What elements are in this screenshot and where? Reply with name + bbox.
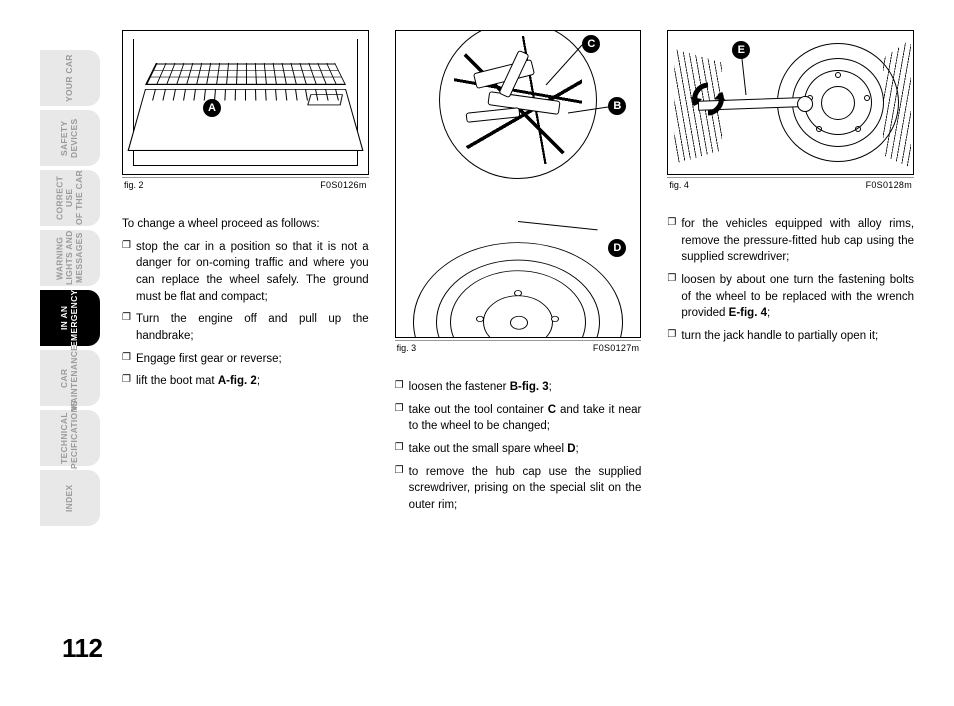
col2-b1-post: ; bbox=[549, 381, 552, 393]
col2-b1-bold: B-fig. 3 bbox=[510, 381, 549, 393]
col2-b3-post: ; bbox=[576, 443, 579, 455]
figure-2-caption: fig. 2 F0S0126m bbox=[122, 177, 369, 200]
col3-b1: for the vehicles equipped with alloy rim… bbox=[667, 216, 914, 266]
figure-4-illustration: E bbox=[667, 30, 914, 175]
fig3-label: fig. 3 bbox=[397, 343, 417, 353]
col2-b3-pre: take out the small spare wheel bbox=[409, 443, 568, 455]
fig4-label: fig. 4 bbox=[669, 180, 689, 190]
column-3: E fig. 4 F0S0128m for the vehicles equip… bbox=[667, 30, 914, 676]
col1-b3: Engage first gear or reverse; bbox=[122, 351, 369, 368]
manual-page: YOUR CAR SAFETYDEVICES CORRECT USEOF THE… bbox=[40, 30, 914, 676]
col3-b3: turn the jack handle to partially open i… bbox=[667, 328, 914, 345]
page-number: 112 bbox=[62, 633, 102, 664]
col1-b2: Turn the engine off and pull up the hand… bbox=[122, 311, 369, 344]
figure-2-illustration: A bbox=[122, 30, 369, 175]
tab-your-car[interactable]: YOUR CAR bbox=[40, 50, 100, 106]
callout-a: A bbox=[203, 99, 221, 117]
col2-b4: to remove the hub cap use the supplied s… bbox=[395, 464, 642, 514]
tab-maintenance[interactable]: CARMAINTENANCE bbox=[40, 350, 100, 406]
col2-b2-pre: take out the tool container bbox=[409, 404, 548, 416]
column-1: A fig. 2 F0S0126m To change a wheel proc… bbox=[122, 30, 369, 676]
col1-b4-post: ; bbox=[257, 375, 260, 387]
callout-d: D bbox=[608, 239, 626, 257]
tab-index[interactable]: INDEX bbox=[40, 470, 100, 526]
col2-b2-bold: C bbox=[548, 404, 556, 416]
col3-b2-post: ; bbox=[767, 307, 770, 319]
fig4-code: F0S0128m bbox=[866, 180, 912, 190]
column-2: C B D fig. 3 F0S0127m loosen the fastene… bbox=[395, 30, 642, 676]
tab-tech-specs[interactable]: TECHNICALSPECIFICATIONS bbox=[40, 410, 100, 466]
col1-intro: To change a wheel proceed as follows: bbox=[122, 216, 369, 233]
col1-b4-bold: A-fig. 2 bbox=[218, 375, 257, 387]
col2-b2: take out the tool container C and take i… bbox=[395, 402, 642, 435]
content-columns: A fig. 2 F0S0126m To change a wheel proc… bbox=[100, 30, 914, 676]
fig2-code: F0S0126m bbox=[320, 180, 366, 190]
figure-4-caption: fig. 4 F0S0128m bbox=[667, 177, 914, 200]
col1-b1: stop the car in a position so that it is… bbox=[122, 239, 369, 306]
figure-3-illustration: C B D bbox=[395, 30, 642, 338]
col2-b3-bold: D bbox=[567, 443, 575, 455]
fig2-label: fig. 2 bbox=[124, 180, 144, 190]
col1-b4-pre: lift the boot mat bbox=[136, 375, 218, 387]
col3-b2: loosen by about one turn the fastening b… bbox=[667, 272, 914, 322]
section-tabs: YOUR CAR SAFETYDEVICES CORRECT USEOF THE… bbox=[40, 30, 100, 676]
col2-b1: loosen the fastener B-fig. 3; bbox=[395, 379, 642, 396]
tab-correct-use[interactable]: CORRECT USEOF THE CAR bbox=[40, 170, 100, 226]
tab-safety[interactable]: SAFETYDEVICES bbox=[40, 110, 100, 166]
fig3-code: F0S0127m bbox=[593, 343, 639, 353]
col3-b2-pre: loosen by about one turn the fastening b… bbox=[681, 274, 914, 319]
fig3-pointer-lines bbox=[396, 31, 642, 181]
tab-warning[interactable]: WARNINGLIGHTS ANDMESSAGES bbox=[40, 230, 100, 286]
col2-b1-pre: loosen the fastener bbox=[409, 381, 510, 393]
figure-3-caption: fig. 3 F0S0127m bbox=[395, 340, 642, 363]
col1-b4: lift the boot mat A-fig. 2; bbox=[122, 373, 369, 390]
tab-emergency[interactable]: IN ANEMERGENCY bbox=[40, 290, 100, 346]
col2-b3: take out the small spare wheel D; bbox=[395, 441, 642, 458]
col3-b2-bold: E-fig. 4 bbox=[729, 307, 767, 319]
fig4-pointer-lines bbox=[668, 31, 914, 175]
